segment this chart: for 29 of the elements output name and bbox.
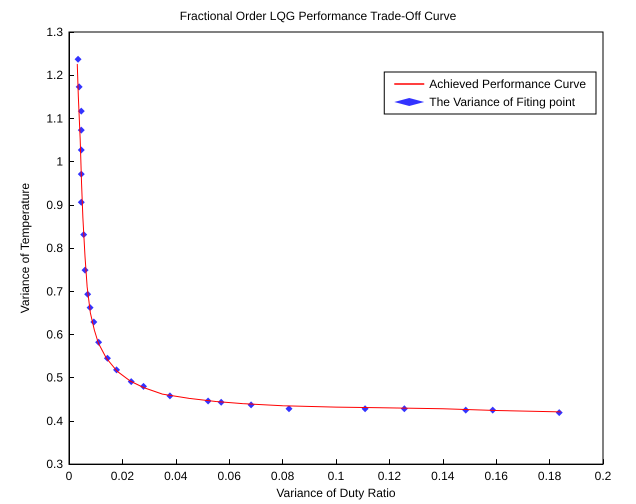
point [74,56,82,63]
x-tick-label: 0.06 [218,469,242,484]
x-tick-label: 0.16 [484,469,508,484]
legend-label: The Variance of Fiting point [429,95,576,109]
x-axis-title: Variance of Duty Ratio [276,486,396,500]
y-tick-label: 1 [56,154,64,169]
x-tick-label: 0 [66,469,73,484]
x-tick-label: 0.14 [431,469,455,484]
y-tick-label: 0.4 [46,414,64,428]
y-tick-label: 0.6 [46,327,64,342]
y-tick-label: 0.5 [46,370,64,385]
legend-label: Achieved Performance Curve [429,77,586,91]
x-tick-label: 0.08 [270,469,295,484]
y-tick-label: 1.3 [46,25,64,39]
x-tick-label: 0.2 [594,469,612,484]
y-tick-label: 1.1 [46,111,64,126]
y-tick-label: 0.7 [46,284,64,298]
x-tick-label: 0.18 [538,469,562,484]
x-tick-label: 0.02 [110,469,134,484]
point [286,405,293,412]
y-tick-label: 0.9 [46,198,64,212]
x-tick-label: 0.04 [164,469,188,484]
chart-title: Fractional Order LQG Performance Trade-Off Curve [180,9,457,23]
x-tick-label: 0.12 [378,469,402,484]
x-tick-label: 0.1 [328,469,345,484]
y-tick-label: 1.2 [46,68,64,82]
y-tick-label: 0.8 [46,241,64,256]
y-axis-title: Variance of Temperature [18,182,32,314]
y-tick-label: 0.3 [46,457,64,472]
